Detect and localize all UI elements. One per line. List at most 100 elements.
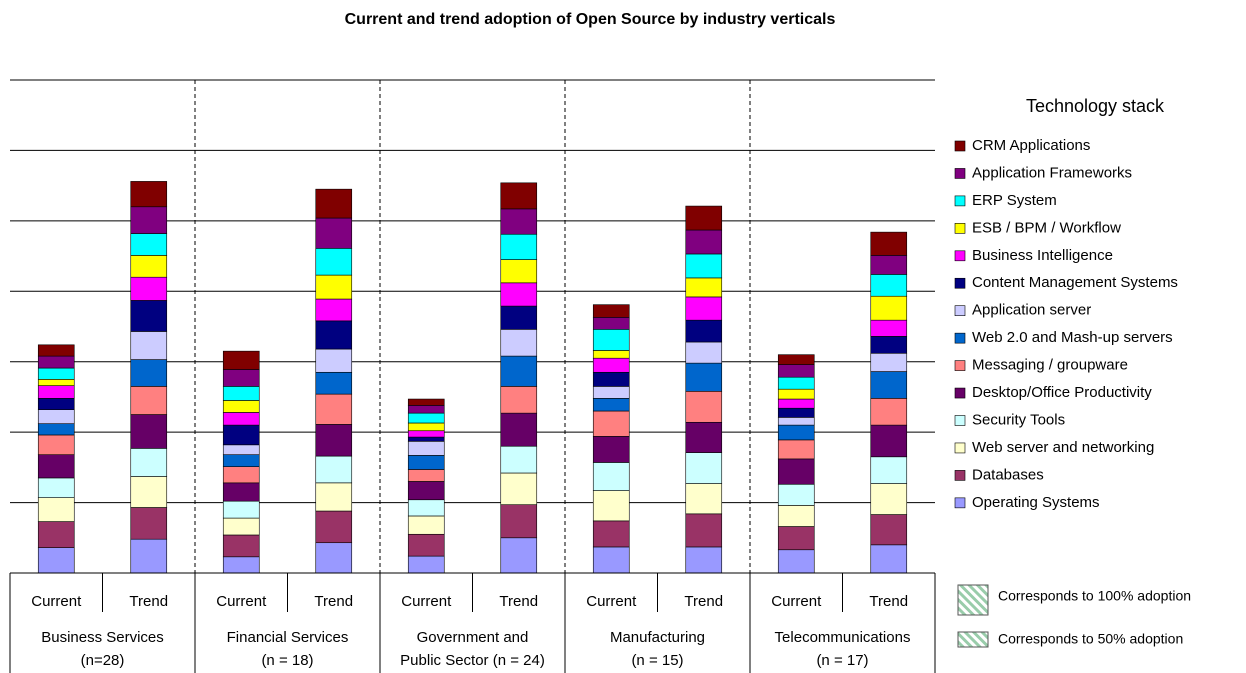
bar-segment xyxy=(870,295,908,321)
bar-segment xyxy=(870,231,908,256)
bar-segment xyxy=(37,344,75,357)
bar-segment xyxy=(870,274,908,297)
x-tick-label: Trend xyxy=(869,593,908,610)
bar-segment xyxy=(315,348,353,373)
bar-segment xyxy=(315,542,353,574)
bar-segment xyxy=(37,379,75,386)
bar-segment xyxy=(222,466,260,484)
bar-segment xyxy=(222,454,260,467)
x-tick-label: Current xyxy=(31,593,82,610)
x-tick-label: Current xyxy=(216,593,267,610)
bar-segment xyxy=(685,483,723,515)
group-label: Manufacturing xyxy=(610,629,705,646)
bar-segment xyxy=(870,483,908,515)
bar-segment xyxy=(37,385,75,399)
legend-label: Business Intelligence xyxy=(972,247,1113,264)
bar-segment xyxy=(315,455,353,484)
legend-label: Application Frameworks xyxy=(972,164,1132,181)
group-label: Business Services xyxy=(41,629,164,646)
group-label: Government and xyxy=(417,629,529,646)
bar-segment xyxy=(870,371,908,399)
bar-segment xyxy=(870,514,908,546)
bar-segment xyxy=(870,255,908,275)
bar-segment xyxy=(222,386,260,401)
legend-label: Web server and networking xyxy=(972,439,1154,456)
x-tick-label: Trend xyxy=(314,593,353,610)
bar-segment xyxy=(37,547,75,574)
bar-segment xyxy=(777,505,815,527)
bar-segment xyxy=(407,405,445,414)
bar-segment xyxy=(685,513,723,548)
bar-segment xyxy=(777,388,815,400)
legend-swatch xyxy=(954,415,966,426)
legend-title: Technology stack xyxy=(1026,96,1165,116)
legend-swatch xyxy=(954,305,966,317)
bar-segment xyxy=(592,386,630,399)
legend-label: Messaging / groupware xyxy=(972,357,1128,374)
bar-segment xyxy=(870,456,908,484)
bar-segment xyxy=(592,490,630,522)
x-tick-label: Current xyxy=(586,593,637,610)
bar-segment xyxy=(870,424,908,458)
bar-segment xyxy=(777,376,815,390)
legend-swatch xyxy=(954,470,966,481)
legend-swatch xyxy=(954,387,966,399)
group-label: (n = 15) xyxy=(631,652,683,669)
bar-segment xyxy=(407,455,445,470)
x-tick-label: Current xyxy=(771,593,822,610)
chart-title: Current and trend adoption of Open Sourc… xyxy=(345,11,836,28)
bar-segment xyxy=(37,477,75,498)
bar-segment xyxy=(222,424,260,446)
bar-segment xyxy=(315,274,353,300)
bar-segment xyxy=(130,476,168,508)
group-label: Telecommunications xyxy=(775,629,911,646)
bar-segment xyxy=(315,510,353,544)
bar-segment xyxy=(777,424,815,441)
bar-segment xyxy=(407,515,445,535)
bar-segment xyxy=(685,205,723,231)
legend-label: Web 2.0 and Mash-up servers xyxy=(972,329,1173,346)
bar-segment xyxy=(777,407,815,418)
bar-segment xyxy=(130,233,168,256)
bar-segment xyxy=(870,336,908,354)
bar-segment xyxy=(777,439,815,460)
legend-swatch xyxy=(954,360,966,371)
bar-segment xyxy=(685,253,723,279)
bar-segment xyxy=(777,417,815,426)
bar-segment xyxy=(130,181,168,208)
bar-segment xyxy=(500,259,538,284)
bar-segment xyxy=(130,276,168,301)
bar-segment xyxy=(222,482,260,502)
bar-segment xyxy=(685,546,723,574)
bar-segment xyxy=(37,355,75,369)
bar-segment xyxy=(222,534,260,558)
bar-segment xyxy=(315,217,353,249)
bar-segment xyxy=(222,350,260,370)
legend-swatch xyxy=(954,223,966,234)
bar-segment xyxy=(407,398,445,406)
bar-segment xyxy=(500,445,538,474)
bar-segment xyxy=(130,386,168,415)
bar-segment xyxy=(130,331,168,360)
bar-segment xyxy=(500,182,538,210)
legend-swatch xyxy=(954,332,966,344)
x-tick-label: Current xyxy=(401,593,452,610)
bar-segment xyxy=(777,354,815,365)
bar-segment xyxy=(130,538,168,574)
legend-label: ESB / BPM / Workflow xyxy=(972,219,1121,236)
bar-segment xyxy=(500,472,538,505)
bar-segment xyxy=(315,298,353,322)
bar-segment xyxy=(37,398,75,410)
bar-segment xyxy=(685,277,723,298)
bar-segment xyxy=(407,533,445,557)
bar-segment xyxy=(870,544,908,574)
bar-segment xyxy=(870,352,908,372)
bar-segment xyxy=(870,398,908,426)
bar-segment xyxy=(37,409,75,424)
bar-segment xyxy=(407,555,445,574)
note: Corresponds to 50% adoption xyxy=(998,631,1183,647)
x-tick-label: Trend xyxy=(684,593,723,610)
bar-segment xyxy=(777,398,815,409)
bar-segment xyxy=(37,434,75,455)
